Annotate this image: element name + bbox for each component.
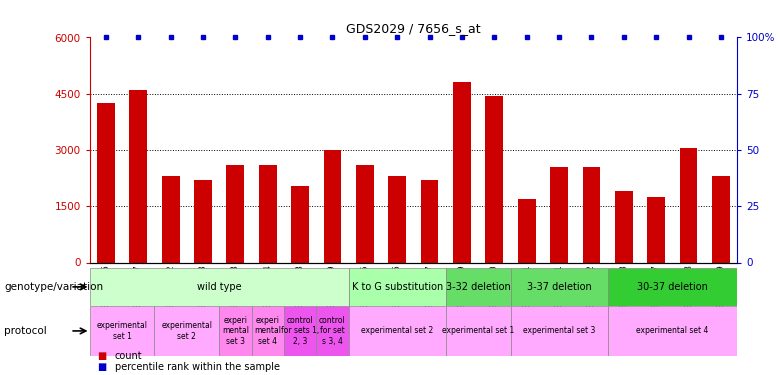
Text: 3-32 deletion: 3-32 deletion xyxy=(445,282,511,292)
Bar xyxy=(446,268,510,306)
Text: genotype/variation: genotype/variation xyxy=(4,282,103,292)
Text: wild type: wild type xyxy=(197,282,242,292)
Bar xyxy=(510,268,608,306)
Text: experimental set 2: experimental set 2 xyxy=(361,326,434,335)
Text: count: count xyxy=(115,351,142,361)
Bar xyxy=(284,306,317,356)
Bar xyxy=(446,306,510,356)
Bar xyxy=(608,306,737,356)
Text: K to G substitution: K to G substitution xyxy=(352,282,443,292)
Bar xyxy=(712,176,730,262)
Bar xyxy=(219,306,251,356)
Bar xyxy=(550,167,568,262)
Bar xyxy=(317,306,349,356)
Bar xyxy=(291,186,309,262)
Text: ■: ■ xyxy=(98,351,107,361)
Text: experimental
set 1: experimental set 1 xyxy=(97,321,147,340)
Bar xyxy=(90,306,154,356)
Bar xyxy=(518,199,536,262)
Bar xyxy=(679,148,697,262)
Text: control
for set
s 3, 4: control for set s 3, 4 xyxy=(319,316,346,346)
Bar xyxy=(647,197,665,262)
Text: experimental set 3: experimental set 3 xyxy=(523,326,595,335)
Text: 30-37 deletion: 30-37 deletion xyxy=(637,282,707,292)
Text: control
for sets 1,
2, 3: control for sets 1, 2, 3 xyxy=(281,316,319,346)
Bar xyxy=(324,150,342,262)
Text: percentile rank within the sample: percentile rank within the sample xyxy=(115,362,280,372)
Bar xyxy=(129,90,147,262)
Bar xyxy=(259,165,277,262)
Bar xyxy=(388,176,406,262)
Bar xyxy=(251,306,284,356)
Bar xyxy=(194,180,212,262)
Text: experi
mental
set 3: experi mental set 3 xyxy=(222,316,249,346)
Text: experimental set 1: experimental set 1 xyxy=(442,326,514,335)
Text: experimental
set 2: experimental set 2 xyxy=(161,321,212,340)
Bar xyxy=(97,103,115,262)
Bar xyxy=(510,306,608,356)
Bar xyxy=(349,306,446,356)
Bar xyxy=(356,165,374,262)
Text: experi
mental
set 4: experi mental set 4 xyxy=(254,316,282,346)
Bar xyxy=(349,268,446,306)
Bar xyxy=(226,165,244,262)
Bar xyxy=(154,306,219,356)
Bar xyxy=(608,268,737,306)
Bar xyxy=(453,82,471,262)
Text: ■: ■ xyxy=(98,362,107,372)
Bar xyxy=(615,191,633,262)
Title: GDS2029 / 7656_s_at: GDS2029 / 7656_s_at xyxy=(346,22,480,35)
Bar xyxy=(485,96,503,262)
Text: experimental set 4: experimental set 4 xyxy=(636,326,708,335)
Bar xyxy=(90,268,349,306)
Bar xyxy=(583,167,601,262)
Bar xyxy=(420,180,438,262)
Bar xyxy=(161,176,179,262)
Text: protocol: protocol xyxy=(4,326,47,336)
Text: 3-37 deletion: 3-37 deletion xyxy=(526,282,591,292)
